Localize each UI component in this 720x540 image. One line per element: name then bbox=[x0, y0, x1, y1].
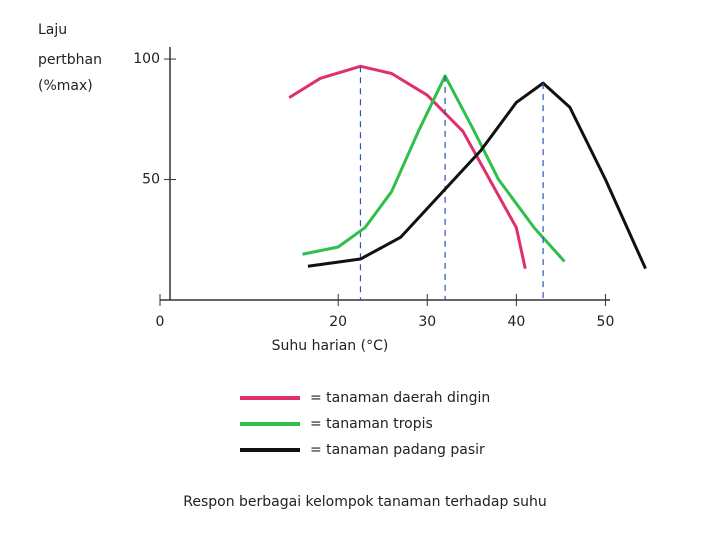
line bbox=[302, 74, 566, 263]
y-tick-label: 50 bbox=[142, 172, 160, 188]
y-axis-label: Laju bbox=[38, 22, 67, 38]
y-axis-label: (%max) bbox=[38, 78, 93, 94]
x-tick-label: 40 bbox=[507, 314, 525, 330]
x-tick-label: 0 bbox=[156, 314, 165, 330]
y-axis-label: pertbhan bbox=[38, 52, 102, 68]
y-tick-label: 100 bbox=[133, 51, 160, 67]
line bbox=[288, 64, 527, 269]
x-tick-label: 50 bbox=[597, 314, 615, 330]
caption: Respon berbagai kelompok tanaman terhada… bbox=[183, 494, 546, 510]
legend-label: = tanaman padang pasir bbox=[310, 442, 485, 458]
legend-label: = tanaman tropis bbox=[310, 416, 433, 432]
line bbox=[307, 81, 647, 270]
x-tick-label: 30 bbox=[418, 314, 436, 330]
x-axis-label: Suhu harian (°C) bbox=[272, 338, 389, 354]
legend-label: = tanaman daerah dingin bbox=[310, 390, 490, 406]
x-tick-label: 20 bbox=[329, 314, 347, 330]
